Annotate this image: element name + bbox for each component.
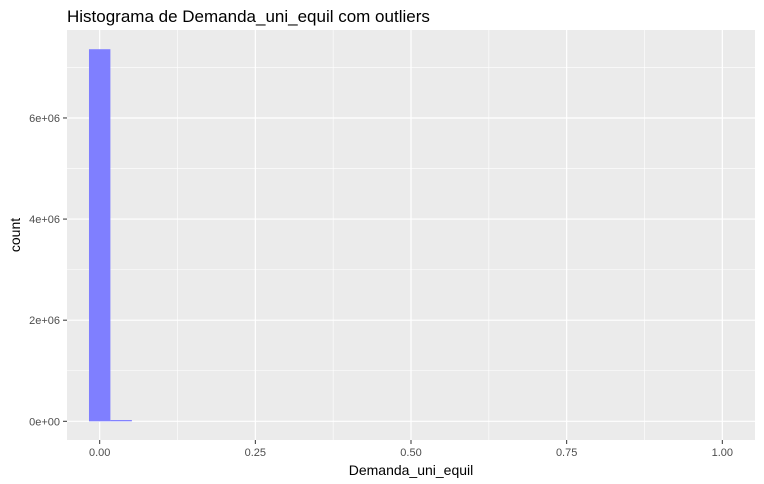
x-tick-label: 1.00	[712, 447, 733, 459]
x-tick-label: 0.25	[245, 447, 266, 459]
x-axis-ticks: 0.00 0.25 0.50 0.75 1.00	[89, 440, 733, 459]
x-axis-title: Demanda_uni_equil	[349, 462, 474, 478]
y-axis-title: count	[7, 218, 23, 252]
x-tick-label: 0.75	[556, 447, 577, 459]
y-tick-label: 2e+06	[29, 315, 60, 327]
x-tick-label: 0.50	[400, 447, 421, 459]
x-tick-label: 0.00	[89, 447, 110, 459]
minor-gridlines-x	[177, 30, 645, 440]
histogram-bar	[110, 420, 132, 422]
y-axis-ticks: 0e+00 2e+06 4e+06 6e+06	[29, 113, 67, 428]
y-tick-label: 4e+06	[29, 214, 60, 226]
chart-title: Histograma de Demanda_uni_equil com outl…	[67, 7, 430, 26]
histogram-bars	[88, 49, 132, 422]
histogram-bar	[88, 49, 111, 422]
y-tick-label: 6e+06	[29, 113, 60, 125]
y-tick-label: 0e+00	[29, 416, 60, 428]
